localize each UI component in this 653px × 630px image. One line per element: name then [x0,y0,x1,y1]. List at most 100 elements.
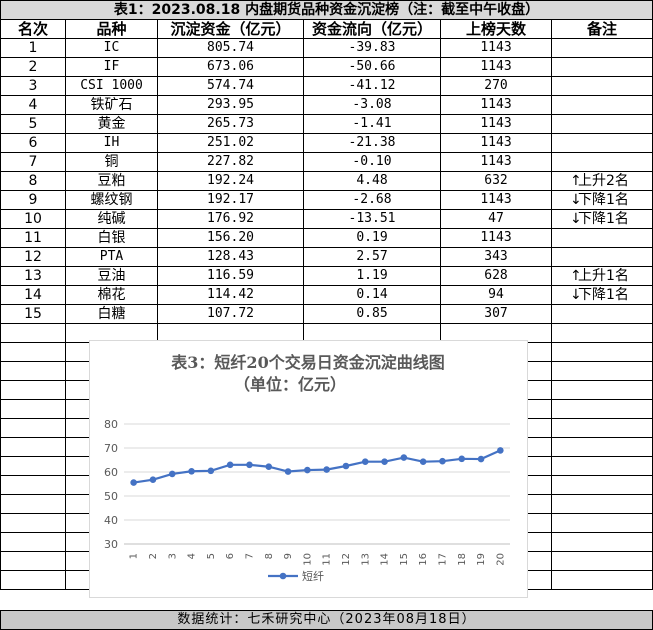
name-cell: 棉花 [65,285,158,305]
rank-cell: 5 [0,114,66,134]
table-title: 表1：2023.08.18 内盘期货品种资金沉淀榜（注：截至中午收盘） [0,0,653,20]
table-row: 10 纯碱 176.92 -13.51 47 ↓ 下降1名 [0,209,653,229]
x-tick-label: 16 [418,553,429,566]
flow-cell: -39.83 [303,38,441,58]
data-point [342,462,350,470]
x-tick-label: 6 [225,553,236,559]
x-tick-label: 18 [457,553,468,566]
x-tick-label: 2 [148,553,159,559]
empty-cell [0,399,66,419]
data-point [381,458,388,465]
header-days: 上榜天数 [440,19,552,39]
rank-cell: 13 [0,266,66,286]
table-row: 9 螺纹钢 192.17 -2.68 1143 ↓ 下降1名 [0,190,653,210]
data-point [246,461,253,469]
empty-cell [0,570,66,590]
data-point [304,466,311,474]
rank-cell: 2 [0,57,66,77]
data-point [477,455,485,463]
x-tick-label: 3 [167,553,178,559]
name-cell: 黄金 [65,114,158,134]
empty-cell [0,551,66,571]
days-cell: 1143 [440,190,552,210]
y-tick-label: 70 [104,442,118,455]
fund-cell: 192.17 [157,190,304,210]
data-point [361,458,369,465]
flow-cell: -0.10 [303,152,441,172]
rank-cell: 3 [0,76,66,96]
y-tick-label: 80 [104,418,118,431]
data-point [419,458,427,465]
days-cell: 307 [440,304,552,324]
flow-cell: 2.57 [303,247,441,267]
note-text: 上升2名 [578,173,629,189]
arrow-down-icon: ↓ [570,287,582,303]
flow-cell: -21.38 [303,133,441,153]
y-tick-label: 40 [104,514,118,527]
empty-cell [551,342,653,362]
fund-cell: 114.42 [157,285,304,305]
data-point [265,463,273,471]
x-tick-label: 19 [476,553,487,566]
empty-cell [551,551,653,571]
data-point [188,467,195,475]
rank-cell: 6 [0,133,66,153]
note-text: 下降1名 [578,287,629,303]
flow-cell: -2.68 [303,190,441,210]
note-cell [551,247,653,267]
arrow-up-icon: ↑ [570,173,582,189]
empty-cell [0,475,66,495]
data-point [149,476,157,483]
empty-cell [551,361,653,381]
days-cell: 1143 [440,152,552,172]
arrow-down-icon: ↓ [570,192,582,208]
rank-cell: 4 [0,95,66,115]
x-tick-label: 15 [399,553,410,566]
empty-cell [551,494,653,514]
days-cell: 1143 [440,228,552,248]
note-text: 下降1名 [578,211,629,227]
data-point [497,447,504,454]
flow-cell: -13.51 [303,209,441,229]
empty-cell [551,570,653,590]
x-tick-label: 13 [360,553,371,566]
x-tick-label: 9 [283,553,294,559]
data-point [284,468,292,475]
empty-cell [0,513,66,533]
note-cell [551,76,653,96]
table-title-row: 表1：2023.08.18 内盘期货品种资金沉淀榜（注：截至中午收盘） [0,0,653,20]
empty-cell [551,437,653,457]
y-tick-label: 60 [104,466,118,479]
note-cell [551,152,653,172]
empty-cell [0,323,66,343]
rank-cell: 1 [0,38,66,58]
fund-cell: 116.59 [157,266,304,286]
x-tick-label: 1 [129,553,140,559]
fund-cell: 673.06 [157,57,304,77]
note-cell: ↓ 下降1名 [551,190,653,210]
name-cell: IF [65,57,158,77]
arrow-up-icon: ↑ [570,268,582,284]
rank-cell: 11 [0,228,66,248]
header-fund: 沉淀资金（亿元） [157,19,304,39]
flow-cell: -41.12 [303,76,441,96]
rank-cell: 14 [0,285,66,305]
x-tick-label: 11 [322,553,333,566]
note-cell [551,114,653,134]
note-cell [551,95,653,115]
x-tick-label: 14 [380,553,391,566]
name-cell: 豆油 [65,266,158,286]
fund-cell: 176.92 [157,209,304,229]
x-tick-label: 12 [341,553,352,566]
empty-cell [0,456,66,476]
header-name: 品种 [65,19,158,39]
empty-row [0,323,653,343]
note-cell: ↓ 下降1名 [551,209,653,229]
header-note: 备注 [551,19,653,39]
flow-cell: 1.19 [303,266,441,286]
fund-cell: 574.74 [157,76,304,96]
name-cell: 铁矿石 [65,95,158,115]
flow-cell: -3.08 [303,95,441,115]
note-cell [551,57,653,77]
legend-label: 短纤 [302,569,324,583]
